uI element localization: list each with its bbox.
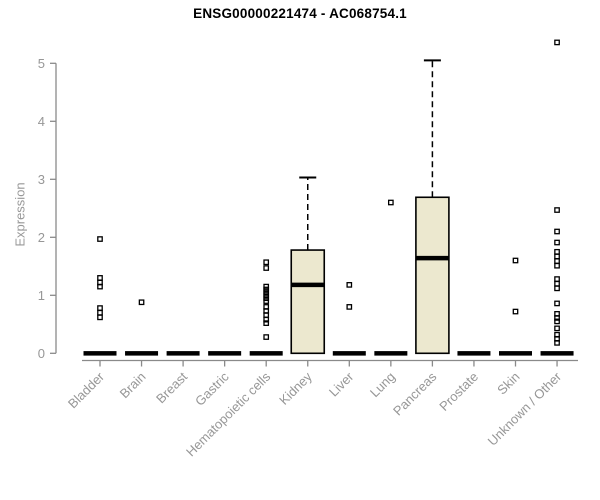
outlier-point <box>97 305 103 311</box>
outlier-point <box>97 275 103 281</box>
outlier-point <box>263 316 270 323</box>
outlier-point <box>387 199 394 206</box>
outlier-point <box>263 320 270 326</box>
flat-box-at-zero <box>457 351 491 356</box>
flat-box-at-zero <box>125 351 159 356</box>
flat-box-at-zero <box>249 351 283 356</box>
chart-title: ENSG00000221474 - AC068754.1 <box>193 6 407 21</box>
outlier-point <box>554 285 560 292</box>
outlier-point <box>554 280 560 287</box>
box <box>415 196 450 355</box>
outlier-point <box>263 334 270 340</box>
y-tick-label: 4 <box>38 114 45 129</box>
flat-box-at-zero <box>540 351 574 356</box>
outlier-point <box>554 276 560 282</box>
outlier-point <box>554 207 560 213</box>
outlier-point <box>346 304 353 310</box>
x-tick-label: Prostate <box>436 369 481 414</box>
outlier-point <box>554 300 560 307</box>
outlier-point <box>554 325 560 332</box>
outlier-point <box>263 265 270 271</box>
outlier-point <box>97 236 103 242</box>
y-tick-label: 5 <box>38 56 45 71</box>
outlier-point <box>554 318 560 325</box>
outlier-point <box>512 257 519 264</box>
outlier-point <box>263 259 270 266</box>
flat-box-at-zero <box>208 351 242 356</box>
x-tick-label: Breast <box>153 369 190 406</box>
flat-box-at-zero <box>166 351 200 356</box>
outlier-point <box>97 309 103 316</box>
outlier-point <box>263 295 270 302</box>
outlier-point <box>97 314 103 321</box>
outlier-point <box>554 340 560 346</box>
outlier-point <box>512 308 519 315</box>
y-tick-label: 3 <box>38 172 45 187</box>
y-tick-label: 1 <box>38 288 45 303</box>
flat-box-at-zero <box>332 351 366 356</box>
outlier-point <box>554 248 560 255</box>
outlier-point <box>554 239 560 246</box>
outlier-point <box>97 283 103 290</box>
outlier-point <box>554 258 560 264</box>
x-tick-label: Liver <box>326 369 357 400</box>
x-tick-label: Lung <box>367 369 398 400</box>
outlier-point <box>554 315 560 321</box>
flat-box-at-zero <box>374 351 408 356</box>
outlier-point <box>554 228 560 235</box>
x-tick-label: Brain <box>117 369 149 401</box>
x-tick-label: Pancreas <box>390 369 440 419</box>
x-tick-label: Gastric <box>192 369 232 409</box>
y-tick-label: 0 <box>38 346 45 361</box>
flat-box-at-zero <box>499 351 532 356</box>
outlier-point <box>263 289 270 296</box>
outlier-point <box>554 253 560 260</box>
x-tick-label: Skin <box>494 369 522 397</box>
x-tick-label: Unknown / Other <box>485 369 565 449</box>
outlier-point <box>554 262 560 269</box>
outlier-point <box>263 298 270 304</box>
outlier-point <box>138 299 145 306</box>
outlier-point <box>346 282 353 288</box>
outlier-point <box>263 283 270 290</box>
x-tick-label: Bladder <box>65 369 108 412</box>
outlier-point <box>554 39 560 46</box>
outlier-point <box>263 286 270 293</box>
x-tick-label: Kidney <box>276 369 315 408</box>
flat-box-at-zero <box>83 351 117 356</box>
box <box>290 249 326 355</box>
y-tick-label: 2 <box>38 230 45 245</box>
outlier-point <box>263 292 270 299</box>
